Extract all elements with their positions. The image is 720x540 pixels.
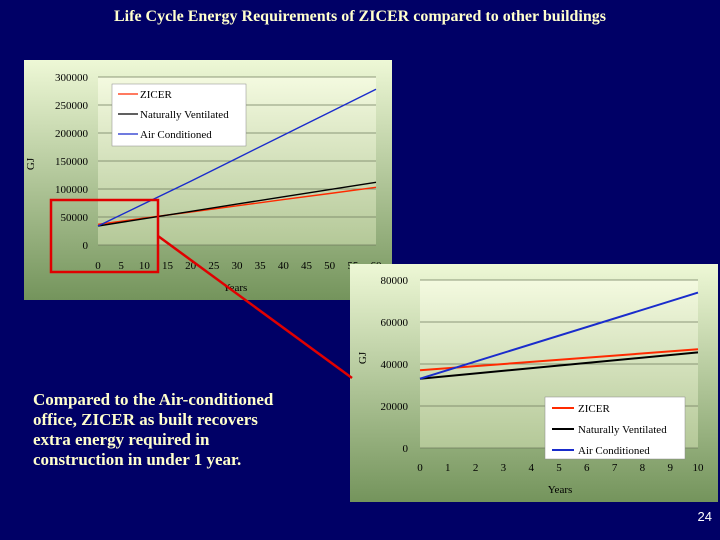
x-tick-label: 9: [667, 462, 673, 474]
y-tick-label: 50000: [61, 212, 89, 224]
y-tick-label: 100000: [55, 184, 89, 196]
series-line-air-conditioned: [419, 291, 699, 380]
series-line-zicer: [419, 348, 699, 372]
caption: Compared to the Air-conditioned office, …: [33, 390, 353, 470]
chart-1-legend-zicer: ZICER: [140, 89, 172, 101]
y-tick-label: 40000: [381, 359, 409, 371]
series-line-naturally-ventilated: [419, 351, 699, 380]
x-tick-label: 3: [501, 462, 507, 474]
x-tick-label: 30: [232, 260, 244, 272]
zoom-connector-line: [157, 234, 353, 380]
chart-1-legend-air-conditioned: Air Conditioned: [140, 129, 212, 141]
chart-1-legend-box: [111, 83, 247, 147]
x-tick-label: 8: [640, 462, 646, 474]
x-tick-label: 10: [139, 260, 151, 272]
series-line-air-conditioned: [97, 88, 377, 227]
chart-2-ylabel: GJ: [357, 351, 369, 364]
chart-2-legend-naturally-ventilated: Naturally Ventilated: [578, 424, 667, 436]
chart-2: 80000 60000 40000 20000 00 1 2 3 4 5 6 7 8 9 10 GJ Yea…: [350, 264, 718, 502]
chart-2-legend-zicer: ZICER: [578, 403, 610, 415]
y-tick-label: 60000: [381, 317, 409, 329]
caption-line-4: construction in under 1 year.: [33, 450, 242, 469]
x-tick-label: 4: [528, 462, 534, 474]
x-tick-label: 20: [185, 260, 197, 272]
caption-line-1: Compared to the Air-conditioned: [33, 390, 274, 409]
y-tick-label: 150000: [55, 156, 89, 168]
chart-1-legend: ZICER Naturally Ventilated Air Condition…: [111, 83, 247, 147]
x-tick-label: 40: [278, 260, 290, 272]
x-tick-label: 45: [301, 260, 313, 272]
y-tick-label: 250000: [55, 100, 89, 112]
x-tick-label: 1: [445, 462, 451, 474]
chart-2-legend: ZICER Naturally Ventilated Air Condition…: [544, 396, 686, 460]
x-tick-label: 0: [417, 462, 423, 474]
x-tick-label: 5: [118, 260, 124, 272]
chart-2-legend-air-conditioned: Air Conditioned: [578, 445, 650, 457]
x-tick-label: 7: [612, 462, 618, 474]
y-tick-label: 200000: [55, 128, 89, 140]
slide-title: Life Cycle Energy Requirements of ZICER …: [114, 8, 606, 25]
chart-2-xlabel: Years: [548, 484, 573, 496]
y-tick-label: 300000: [55, 72, 89, 84]
chart-1-ylabel: GJ: [25, 157, 37, 170]
chart-1-legend-naturally-ventilated: Naturally Ventilated: [140, 109, 229, 121]
y-tick-label: 20000: [381, 401, 409, 413]
x-tick-label: 0: [95, 260, 101, 272]
y-tick-label: 0: [403, 443, 409, 455]
y-tick-label: 80000: [381, 275, 409, 287]
x-tick-label: 15: [162, 260, 174, 272]
chart-1: 300000 250000 200000 150000 100000 50000 00 5 10…: [24, 60, 392, 300]
x-tick-label: 50: [324, 260, 336, 272]
y-tick-label: 0: [83, 240, 89, 252]
chart-1-xlabel: Years: [223, 282, 248, 294]
page-number: 24: [697, 509, 712, 524]
x-tick-label: 2: [473, 462, 479, 474]
x-tick-label: 10: [693, 462, 705, 474]
caption-line-2: office, ZICER as built recovers: [33, 410, 258, 429]
series-line-naturally-ventilated: [97, 181, 377, 227]
x-tick-label: 25: [208, 260, 220, 272]
x-tick-label: 5: [556, 462, 562, 474]
x-tick-label: 6: [584, 462, 590, 474]
caption-line-3: extra energy required in: [33, 430, 210, 449]
x-tick-label: 35: [255, 260, 267, 272]
